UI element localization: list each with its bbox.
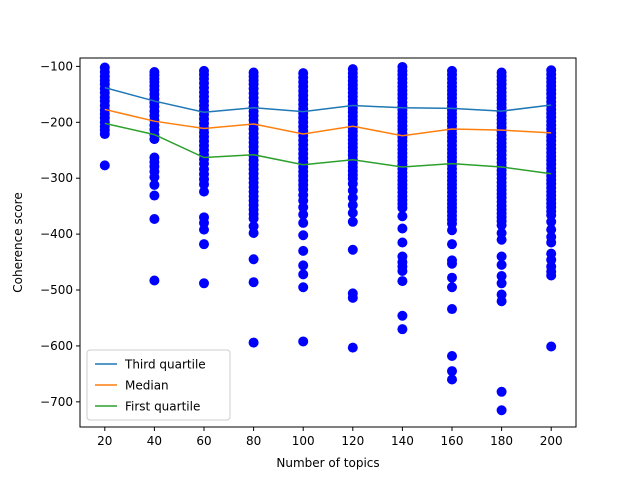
scatter-point	[496, 259, 507, 270]
y-axis-label: Coherence score	[11, 192, 25, 292]
x-tick-label: 60	[196, 434, 211, 448]
y-tick-label: −600	[40, 339, 73, 353]
series-line-1	[104, 108, 552, 137]
scatter-point	[99, 160, 110, 171]
scatter-point	[248, 277, 259, 288]
y-tick-label: −100	[40, 59, 73, 73]
x-tick-label: 180	[490, 434, 513, 448]
scatter-point	[447, 304, 457, 315]
x-tick-label: 40	[147, 434, 162, 448]
x-tick-label: 200	[540, 434, 563, 448]
y-tick-label: −300	[40, 171, 73, 185]
scatter-point	[546, 237, 557, 248]
scatter-point	[397, 202, 408, 213]
y-tick-label: −500	[40, 283, 73, 297]
scatter-point	[298, 269, 309, 280]
scatter-point	[298, 202, 309, 213]
scatter-point	[496, 405, 507, 416]
scatter-point	[149, 214, 160, 225]
scatter-point	[199, 224, 209, 235]
series-line-0	[104, 86, 552, 113]
scatter-point	[347, 192, 358, 203]
scatter-point	[546, 270, 557, 281]
scatter-point	[397, 266, 408, 277]
scatter-point	[149, 190, 160, 201]
legend-label-2: First quartile	[125, 400, 200, 414]
x-tick-label: 160	[441, 434, 464, 448]
x-tick-label: 120	[341, 434, 364, 448]
scatter-point	[397, 310, 408, 321]
scatter-point	[99, 129, 110, 140]
scatter-point	[149, 172, 160, 183]
scatter-point	[347, 292, 358, 303]
scatter-point	[199, 186, 209, 197]
scatter-point	[397, 237, 408, 248]
scatter-point	[347, 244, 358, 255]
scatter-point	[347, 207, 358, 218]
legend-box	[86, 349, 231, 421]
x-tick-label: 100	[292, 434, 315, 448]
scatter-point	[447, 282, 457, 293]
y-tick-label: −400	[40, 227, 73, 241]
scatter-point	[248, 213, 259, 224]
scatter-point	[298, 217, 309, 228]
scatter-point	[447, 366, 457, 377]
scatter-point	[298, 245, 309, 256]
legend-label-0: Third quartile	[124, 358, 206, 372]
scatter-point	[298, 282, 309, 293]
scatter-point	[447, 374, 457, 385]
scatter-point	[496, 386, 507, 397]
scatter-point	[298, 260, 309, 271]
scatter-point	[546, 224, 557, 235]
scatter-point	[347, 216, 358, 227]
scatter-point	[496, 278, 507, 289]
y-tick-label: −200	[40, 115, 73, 129]
x-tick-label: 80	[246, 434, 261, 448]
scatter-point	[347, 200, 358, 211]
y-axis-ticks: −700 −600 −500 −400 −300 −200 −100	[40, 59, 80, 409]
plot-area	[99, 61, 557, 416]
scatter-point	[496, 220, 507, 231]
scatter-point	[347, 342, 358, 353]
y-tick-label: −700	[40, 395, 73, 409]
series-line-2	[104, 122, 552, 175]
scatter-point	[447, 351, 457, 361]
scatter-point	[546, 341, 557, 352]
legend: Third quartile Median First quartile	[86, 349, 231, 421]
x-tick-label: 140	[391, 434, 414, 448]
scatter-point	[199, 239, 209, 250]
scatter-point	[248, 337, 259, 348]
scatter-point	[447, 225, 457, 236]
scatter-point	[496, 251, 507, 262]
scatter-point	[397, 223, 408, 234]
scatter-point	[496, 234, 507, 245]
scatter-point	[298, 336, 309, 347]
scatter-point	[447, 239, 457, 250]
scatter-point	[199, 278, 209, 289]
scatter-point	[397, 211, 408, 222]
scatter-point	[298, 209, 309, 220]
scatter-point	[199, 179, 209, 190]
scatter-point	[298, 230, 309, 241]
axes-frame	[79, 57, 577, 428]
scatter-point	[347, 185, 358, 196]
x-axis-ticks: 20 40 60 80 100 120 140 160 180 200	[97, 427, 563, 448]
legend-label-1: Median	[125, 379, 169, 393]
scatter-point	[447, 258, 457, 269]
x-tick-label: 20	[97, 434, 112, 448]
scatter-point	[248, 254, 259, 265]
scatter-point	[248, 228, 259, 238]
scatter-point	[447, 272, 457, 283]
scatter-point	[546, 216, 557, 227]
scatter-point	[496, 271, 507, 282]
scatter-point	[149, 275, 160, 286]
scatter-point	[149, 179, 160, 190]
scatter-point	[496, 296, 507, 307]
scatter-point	[397, 276, 408, 287]
scatter-point	[397, 324, 408, 335]
x-axis-label: Number of topics	[276, 456, 379, 470]
